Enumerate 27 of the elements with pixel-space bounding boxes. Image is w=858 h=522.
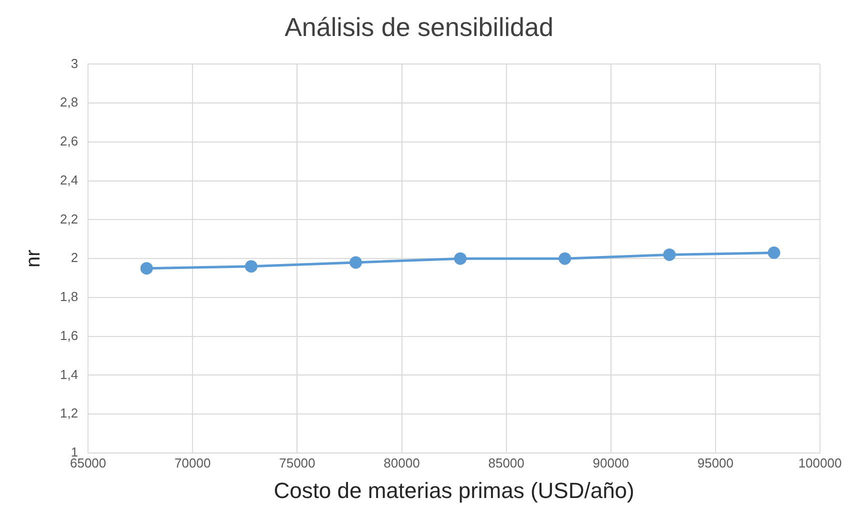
y-tick-label: 2,4 bbox=[60, 172, 78, 188]
y-axis-title: nr bbox=[22, 249, 45, 268]
point bbox=[454, 252, 467, 265]
chart-title: Análisis de sensibilidad bbox=[284, 12, 554, 42]
y-tick-label: 2,8 bbox=[60, 94, 78, 110]
y-tick-label: 1,4 bbox=[60, 366, 78, 382]
y-tick-label: 1,8 bbox=[60, 289, 78, 304]
y-tick-label: 2,2 bbox=[60, 211, 78, 226]
y-tick-label: 1,6 bbox=[60, 328, 78, 343]
x-tick-label: 80000 bbox=[384, 455, 420, 470]
x-tick-label: 95000 bbox=[697, 455, 734, 470]
y-tick-label: 2,6 bbox=[60, 134, 78, 149]
point bbox=[350, 256, 362, 269]
x-tick-label: 75000 bbox=[279, 455, 316, 470]
x-tick-label: 85000 bbox=[488, 455, 524, 470]
point bbox=[244, 260, 258, 273]
point bbox=[558, 252, 572, 265]
y-tick-label: 3 bbox=[70, 56, 78, 71]
y-tick-label: 2 bbox=[70, 250, 78, 266]
point bbox=[140, 262, 153, 275]
y-tick-label: 1,2 bbox=[60, 406, 78, 421]
x-tick-label: 100000 bbox=[798, 455, 842, 470]
x-axis-title: Costo de materias primas (USD/año) bbox=[274, 478, 634, 503]
point bbox=[663, 248, 676, 261]
x-tick-label: 90000 bbox=[592, 455, 629, 470]
point bbox=[768, 246, 780, 260]
x-tick-label: 70000 bbox=[174, 455, 211, 470]
